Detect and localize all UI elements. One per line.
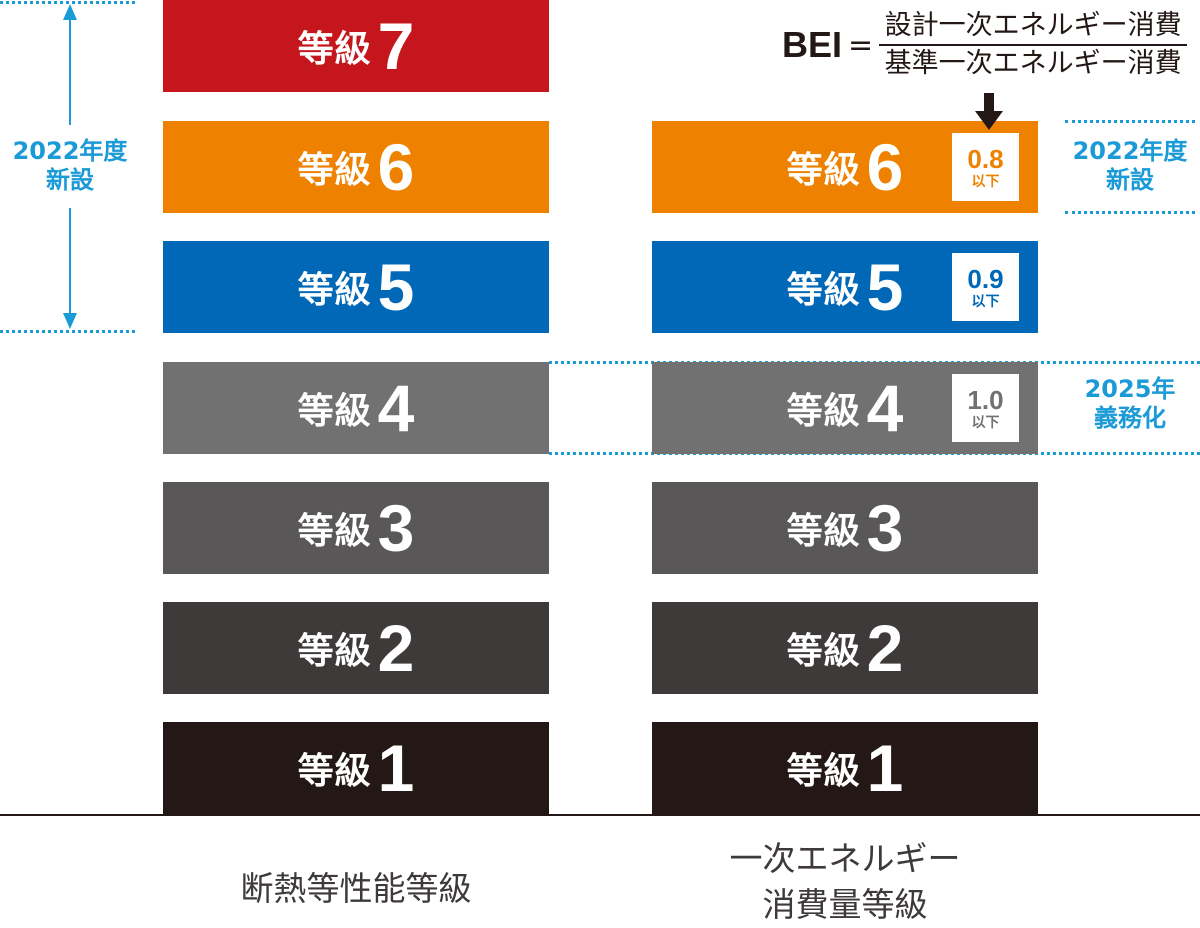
- bei-badge: 1.0 以下: [952, 374, 1019, 442]
- bei-badge: 0.9 以下: [952, 253, 1019, 321]
- grade-label: 等級: [786, 150, 861, 191]
- caption-line2: 消費量等級: [762, 885, 928, 924]
- caption-line1: 一次エネルギー: [729, 839, 961, 878]
- grade-bar-6: 等級 6: [163, 121, 549, 213]
- bei-formula: BEI = 設計一次エネルギー消費 基準一次エネルギー消費: [782, 8, 1188, 82]
- grade-number: 1: [866, 731, 904, 805]
- left-2022-note: 2022年度 新設: [0, 137, 140, 195]
- grade-label: 等級: [786, 511, 861, 552]
- down-arrow-icon: [975, 93, 1003, 130]
- fraction-line: [879, 44, 1188, 46]
- grade-number: 2: [377, 611, 415, 685]
- grade-label: 等級: [786, 631, 861, 672]
- note-line1: 2025年: [1084, 375, 1176, 403]
- guide-2022-right-bottom: [1065, 211, 1195, 214]
- denominator: 基準一次エネルギー消費: [884, 48, 1182, 79]
- grade-bar-3: 等級 3: [652, 482, 1038, 574]
- grade-number: 5: [377, 250, 415, 324]
- note-line2: 新設: [46, 165, 94, 194]
- bei-badge: 0.8 以下: [952, 133, 1019, 201]
- grade-label: 等級: [297, 270, 372, 311]
- right-2025-note: 2025年 義務化: [1060, 375, 1200, 433]
- bei-unit: 以下: [971, 173, 1000, 190]
- grade-number: 2: [866, 611, 904, 685]
- bei-unit: 以下: [971, 414, 1000, 431]
- right-2022-note: 2022年度 新設: [1060, 137, 1200, 195]
- grade-number: 6: [866, 130, 904, 204]
- bei-unit: 以下: [971, 293, 1000, 310]
- bei-value: 1.0: [967, 384, 1004, 415]
- grade-label: 等級: [786, 391, 861, 432]
- grade-bar-1: 等級 1: [163, 722, 549, 814]
- equals: =: [848, 27, 874, 63]
- grade-bar-2: 等級 2: [163, 602, 549, 694]
- grade-number: 3: [866, 491, 904, 565]
- bei-value: 0.8: [967, 143, 1004, 174]
- note-line1: 2022年度: [1072, 137, 1188, 165]
- grade-bar-5: 等級 5 0.9 以下: [652, 241, 1038, 333]
- grade-label: 等級: [297, 29, 372, 70]
- grade-label: 等級: [297, 391, 372, 432]
- guide-2022-right-top: [1065, 120, 1195, 123]
- grade-number: 4: [377, 371, 415, 445]
- grade-bar-3: 等級 3: [163, 482, 549, 574]
- grade-bar-4: 等級 4 1.0 以下: [652, 362, 1038, 454]
- grade-number: 7: [377, 9, 415, 83]
- grade-bar-1: 等級 1: [652, 722, 1038, 814]
- grade-bar-2: 等級 2: [652, 602, 1038, 694]
- note-line1: 2022年度: [12, 137, 128, 165]
- grade-label: 等級: [297, 511, 372, 552]
- numerator: 設計一次エネルギー消費: [884, 10, 1182, 41]
- guide-top-left: [0, 1, 135, 4]
- grade-number: 5: [866, 250, 904, 324]
- left-caption: 断熱等性能等級: [240, 869, 472, 908]
- guide-bottom-left: [0, 330, 135, 333]
- grade-label: 等級: [297, 751, 372, 792]
- grade-bar-5: 等級 5: [163, 241, 549, 333]
- grade-label: 等級: [786, 751, 861, 792]
- grade-bar-4: 等級 4: [163, 362, 549, 454]
- grade-number: 6: [377, 130, 415, 204]
- grade-label: 等級: [786, 270, 861, 311]
- right-caption: 一次エネルギー 消費量等級: [652, 836, 1038, 928]
- note-line2: 義務化: [1094, 403, 1166, 432]
- grade-bar-6: 等級 6 0.8 以下: [652, 121, 1038, 213]
- baseline: [0, 814, 1200, 816]
- grade-label: 等級: [297, 631, 372, 672]
- double-arrow-icon: [63, 4, 77, 329]
- grade-bar-7: 等級 7: [163, 0, 549, 92]
- grade-number: 1: [377, 731, 415, 805]
- grade-number: 4: [866, 371, 904, 445]
- note-line2: 新設: [1106, 165, 1154, 194]
- bei-label: BEI: [782, 24, 843, 65]
- bei-value: 0.9: [967, 263, 1004, 294]
- grade-number: 3: [377, 491, 415, 565]
- grade-label: 等級: [297, 150, 372, 191]
